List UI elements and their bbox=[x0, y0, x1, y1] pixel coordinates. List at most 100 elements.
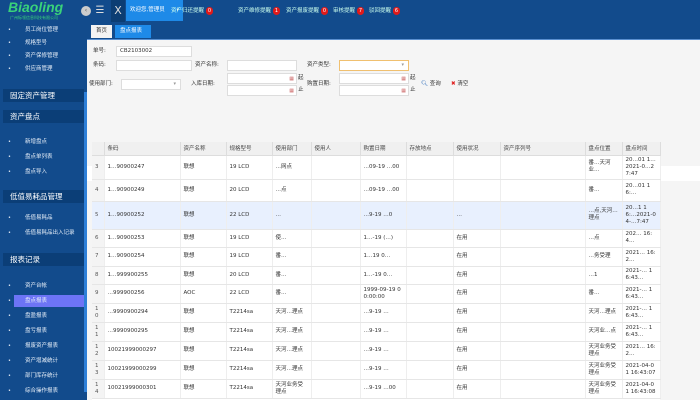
calendar-icon[interactable]: ▦ bbox=[401, 88, 406, 94]
clear-button[interactable]: ✖ 清空 bbox=[451, 81, 468, 88]
sidebar-item[interactable]: 综合操作报表 bbox=[0, 385, 84, 397]
sidebar-item[interactable]: 盘点导入 bbox=[0, 166, 84, 178]
sidebar-section[interactable]: 固定资产管理 bbox=[3, 89, 84, 102]
table-row[interactable]: 8 1…999900255 联想 20 LCD 番… 1…-19 0… 在用 …1 2021-…… bbox=[92, 266, 661, 285]
table-row[interactable]: 11 …9990900295 联想 T2214sa 天河…理点 …9-19 … 在用 天河业…… bbox=[92, 322, 661, 342]
table-row[interactable]: 3 1…90900247 联想 19 LCD …网点 …09-19 …00 番…天河业… 20… bbox=[92, 155, 661, 180]
notification-4[interactable]: 驳回提醒 6 bbox=[369, 6, 401, 15]
sidebar-section[interactable]: 低值易耗品管理 bbox=[3, 190, 84, 203]
cell-name: 联想 bbox=[180, 303, 227, 323]
table-row[interactable]: 5 1…90900252 联想 22 LCD… …9-19 …0… …点,天河…理点 20…… bbox=[92, 201, 661, 230]
sidebar-item[interactable]: 员工岗位管理 bbox=[0, 24, 84, 36]
sidebar-item[interactable]: 盘点报表 bbox=[8, 295, 84, 307]
cell-serial bbox=[500, 155, 586, 180]
cell-model: T2214sa bbox=[226, 341, 273, 361]
collapse-sidebar-icon[interactable]: ‹ bbox=[81, 6, 91, 16]
dept-select[interactable] bbox=[121, 79, 181, 90]
column-header[interactable]: 使用状况 bbox=[453, 142, 501, 156]
sidebar-item[interactable]: 盘点单列表 bbox=[0, 151, 84, 163]
tab-home[interactable]: 首页 bbox=[91, 25, 113, 38]
calendar-icon[interactable]: ▦ bbox=[289, 88, 294, 94]
column-header[interactable]: 使用人 bbox=[311, 142, 361, 156]
calendar-icon[interactable]: ▦ bbox=[401, 76, 406, 82]
cell-time: 2021-… 16:43… bbox=[622, 266, 661, 285]
calendar-icon[interactable]: ▦ bbox=[289, 76, 294, 82]
sidebar-section[interactable]: 资产盘点 bbox=[3, 110, 84, 123]
column-header[interactable]: 资产名称 bbox=[180, 142, 227, 156]
sidebar-item[interactable]: 部门库存统计 bbox=[0, 370, 84, 382]
cell-model: T2214sa bbox=[226, 360, 273, 380]
cell-serial bbox=[500, 303, 586, 323]
sidebar-item[interactable]: 低值易耗品出入记录 bbox=[0, 227, 84, 239]
inventory-table: 条码 资产名称 规格型号 使用部门 使用人 购置日期 存放地点 使用状况 资产序列号 盘点位置 盘点… bbox=[92, 142, 661, 400]
tab-bar: 首页 盘点报表 bbox=[87, 22, 700, 39]
purchase-date-to[interactable]: ▦ bbox=[339, 85, 409, 96]
table-row[interactable]: 7 1…90900254 联想 19 LCD 番… 1…19 0… 在用 …务受理 2021… … bbox=[92, 247, 661, 267]
cell-dept: 使… bbox=[272, 229, 312, 248]
cell-name: 联想 bbox=[180, 360, 227, 380]
cell-code: 1…90900249 bbox=[104, 179, 181, 202]
cell-loc bbox=[406, 179, 454, 202]
clear-label: 清空 bbox=[457, 81, 469, 87]
asset-type-select[interactable] bbox=[339, 60, 409, 71]
cell-dept: …网点 bbox=[272, 155, 312, 180]
sidebar-item[interactable]: 资产增减统计 bbox=[0, 355, 84, 367]
user-dropdown[interactable]: 欢迎您,管理员 ▾ bbox=[126, 0, 183, 21]
notification-badge: 1 bbox=[273, 7, 281, 15]
notification-1[interactable]: 资产维修提醒 1 bbox=[238, 6, 281, 15]
cell-n: 3 bbox=[92, 155, 105, 180]
notification-badge: 0 bbox=[206, 7, 214, 15]
table-row[interactable]: 12 10021999000297 联想 T2214sa 天河…理点 …9-19 … 在用 天… bbox=[92, 341, 661, 361]
column-header[interactable]: 盘点时间 bbox=[622, 142, 661, 156]
sidebar-section[interactable]: 报表记录 bbox=[3, 253, 84, 266]
hamburger-menu-icon[interactable]: ☰ bbox=[95, 5, 105, 16]
table-row[interactable]: 10 …9990900294 联想 T2214sa 天河…理点 …9-19 … 在用 天河…理… bbox=[92, 303, 661, 323]
table-row[interactable]: 4 1…90900249 联想 20 LCD …点 …09-19 …00 番… 20…01 1… bbox=[92, 179, 661, 202]
tab-inventory-report[interactable]: 盘点报表 bbox=[115, 25, 152, 38]
cell-code: 10021999000301 bbox=[104, 379, 181, 399]
column-header[interactable]: 使用部门 bbox=[272, 142, 312, 156]
sidebar-item[interactable]: 供应商管理 bbox=[0, 63, 84, 75]
barcode-input[interactable] bbox=[116, 60, 192, 71]
cell-name: 联想 bbox=[180, 201, 227, 230]
sidebar-scrollbar[interactable] bbox=[84, 92, 87, 392]
order-no-input[interactable]: CB2103002 bbox=[116, 46, 192, 57]
table-row[interactable]: 9 …999900256 AOC 22 LCD 番… 1999-09-19 00:00:0… bbox=[92, 284, 661, 304]
cell-status: 在用 bbox=[453, 229, 501, 248]
instock-date-from[interactable]: ▦ bbox=[227, 73, 297, 84]
sidebar-item[interactable]: 盘盈报表 bbox=[0, 310, 84, 322]
table-row[interactable]: 14 10021999000301 联想 T2214sa 天河业务受理点 …9-19 …0… bbox=[92, 379, 661, 399]
cell-model: T2214sa bbox=[226, 322, 273, 342]
search-button[interactable]: 🔍︎ 查询 bbox=[421, 81, 441, 88]
column-header[interactable]: 存放地点 bbox=[406, 142, 454, 156]
sidebar-item[interactable]: 规格型号 bbox=[0, 37, 84, 49]
column-header[interactable]: 盘点位置 bbox=[585, 142, 623, 156]
notification-2[interactable]: 资产报废提醒 0 bbox=[286, 6, 329, 15]
column-header[interactable]: 条码 bbox=[104, 142, 181, 156]
instock-date-to[interactable]: ▦ bbox=[227, 85, 297, 96]
cell-pos: …1 bbox=[585, 266, 623, 285]
purchase-date-from[interactable]: ▦ bbox=[339, 73, 409, 84]
table-row[interactable]: 6 1…90900253 联想 19 LCD 使… 1…-19 (…) 在用 …点 202… 1… bbox=[92, 229, 661, 248]
notification-label: 资产维修提醒 bbox=[238, 8, 272, 14]
sidebar-item[interactable]: 报废资产报表 bbox=[0, 340, 84, 352]
notification-3[interactable]: 审核提醒 7 bbox=[333, 6, 365, 15]
asset-name-input[interactable] bbox=[227, 60, 297, 71]
cell-serial bbox=[500, 284, 586, 304]
sidebar-item[interactable]: 盘亏报表 bbox=[0, 325, 84, 337]
column-header[interactable]: 规格型号 bbox=[226, 142, 273, 156]
order-no-label: 单号: bbox=[93, 48, 106, 54]
table-row[interactable]: 13 10021999000299 联想 T2214sa 天河…理点 …9-19 … 在用 天… bbox=[92, 360, 661, 380]
cell-dept: 番… bbox=[272, 247, 312, 267]
notification-0[interactable]: 资产归还提醒 0 bbox=[171, 6, 214, 15]
close-icon[interactable]: X bbox=[111, 0, 125, 22]
sidebar-item[interactable]: 资产台帐 bbox=[0, 280, 84, 292]
sidebar-item[interactable]: 资产保修管理 bbox=[0, 50, 84, 62]
sidebar-item[interactable]: 低值易耗品 bbox=[0, 212, 84, 224]
column-header[interactable]: 购置日期 bbox=[360, 142, 407, 156]
cell-dept: … bbox=[272, 201, 312, 230]
cell-date: …9-19 … bbox=[360, 341, 407, 361]
sidebar-item[interactable]: 新增盘点 bbox=[0, 136, 84, 148]
cell-serial bbox=[500, 179, 586, 202]
column-header[interactable]: 资产序列号 bbox=[500, 142, 586, 156]
